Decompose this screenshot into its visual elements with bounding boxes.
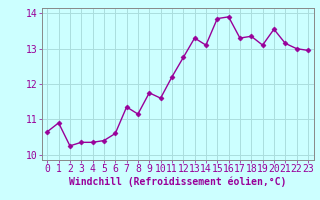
X-axis label: Windchill (Refroidissement éolien,°C): Windchill (Refroidissement éolien,°C) bbox=[69, 177, 286, 187]
